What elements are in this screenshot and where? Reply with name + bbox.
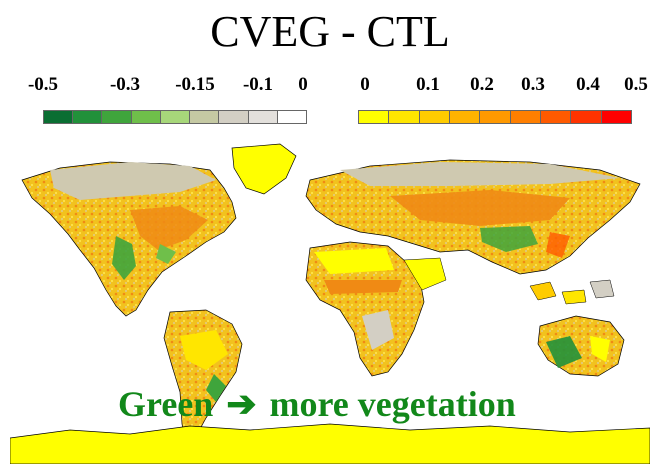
legend-swatch-positive: [601, 111, 631, 123]
caption-green-text: Green: [118, 384, 214, 424]
legend-positive-colorbar: [358, 110, 632, 124]
legend-tick: 0.5: [624, 74, 648, 95]
legend-swatch-negative: [131, 111, 161, 123]
legend-swatch-positive: [571, 111, 602, 123]
antarctica: [10, 423, 650, 464]
legend-tick: -0.1: [242, 74, 274, 95]
north-america: [21, 161, 237, 317]
legend-swatch-positive: [359, 111, 390, 123]
legend-swatch-negative: [190, 111, 220, 123]
map-caption: Green ➔ more vegetation: [118, 383, 516, 425]
legend-tick: 0.4: [576, 74, 600, 95]
legend-negative-ticks: -0.5 -0.3 -0.15 -0.1 0: [0, 74, 330, 98]
legend-tick: -0.3: [109, 74, 141, 95]
legend-swatch-negative: [73, 111, 103, 123]
legend-swatch-negative: [248, 111, 278, 123]
legend-swatch-negative: [160, 111, 191, 123]
right-arrow-icon: ➔: [226, 384, 257, 424]
legend-swatch-positive: [419, 111, 450, 123]
legend-swatch-positive: [389, 111, 420, 123]
legend-swatch-negative: [219, 111, 249, 123]
southeast-asia-islands: [529, 279, 615, 305]
legend-swatch-positive: [480, 111, 511, 123]
legend-tick: 0: [360, 74, 370, 95]
legend-tick: 0.2: [470, 74, 494, 95]
world-vegetation-map: [10, 143, 650, 464]
legend-swatch-positive: [449, 111, 481, 123]
greenland: [231, 143, 297, 195]
legend-swatch-negative: [44, 111, 74, 123]
legend-tick: 0.3: [521, 74, 545, 95]
legend-tick: 0: [298, 74, 308, 95]
australia: [537, 315, 625, 377]
legend-tick: -0.5: [27, 74, 59, 95]
eurasia: [305, 159, 641, 275]
legend-swatch-positive: [540, 111, 572, 123]
page-title: CVEG - CTL: [210, 7, 450, 56]
legend-swatch-negative: [277, 111, 306, 123]
legend-tick: 0.1: [416, 74, 440, 95]
legend-negative-colorbar: [43, 110, 307, 124]
legend-swatch-positive: [510, 111, 541, 123]
legend-swatch-negative: [102, 111, 132, 123]
africa: [305, 241, 447, 377]
caption-vegetation-text: more vegetation: [269, 384, 516, 424]
legend-positive-ticks: 0 0.1 0.2 0.3 0.4 0.5: [330, 74, 660, 98]
legend-tick: -0.15: [175, 74, 215, 95]
south-america: [163, 309, 243, 447]
